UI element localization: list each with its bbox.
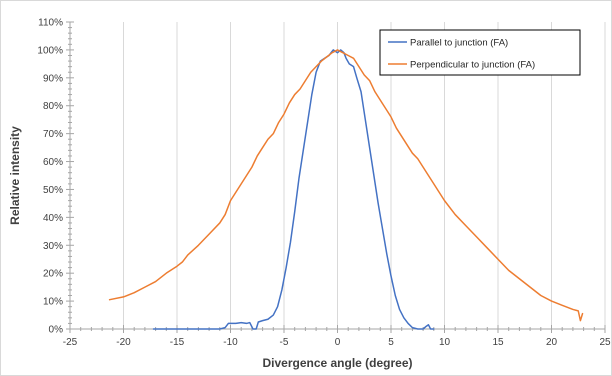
y-tick-label: 90% — [43, 73, 63, 84]
y-tick-label: 0% — [49, 325, 64, 336]
y-axis-title: Relative intensity — [8, 126, 22, 225]
x-tick-label: 25 — [599, 337, 611, 348]
x-tick-label: -10 — [223, 337, 238, 348]
legend-label-parallel: Parallel to junction (FA) — [410, 38, 508, 49]
y-tick-label: 40% — [43, 213, 63, 224]
x-tick-label: 20 — [546, 337, 558, 348]
series — [108, 49, 584, 330]
y-tick-label: 30% — [43, 241, 63, 252]
y-tick-label: 80% — [43, 101, 63, 112]
y-tick-label: 110% — [38, 18, 63, 29]
series-line-parallel — [152, 49, 435, 330]
x-tick-label: -15 — [170, 337, 185, 348]
tick-labels: -25 -20 -15 -10 -5 0 5 10 15 20 25 0% 10% 20% 30% 40% 50… — [37, 18, 611, 349]
y-tick-label: 50% — [43, 185, 63, 196]
legend: Parallel to junction (FA) Perpendicular … — [379, 29, 581, 76]
y-tick-label: 60% — [43, 157, 63, 168]
x-tick-label: 10 — [439, 337, 451, 348]
x-tick-label: -25 — [63, 337, 78, 348]
x-tick-label: 15 — [492, 337, 504, 348]
x-tick-label: 5 — [388, 337, 394, 348]
x-tick-label: -5 — [280, 337, 289, 348]
series-line-perpendicular — [108, 49, 584, 322]
y-tick-label: 20% — [43, 269, 63, 280]
x-tick-label: 0 — [335, 337, 341, 348]
legend-box — [379, 29, 581, 76]
y-tick-label: 100% — [37, 45, 63, 56]
y-tick-label: 10% — [43, 297, 63, 308]
x-axis-title: Divergence angle (degree) — [262, 356, 412, 370]
y-tick-label: 70% — [43, 129, 63, 140]
x-tick-label: -20 — [116, 337, 131, 348]
legend-label-perpendicular: Perpendicular to junction (FA) — [410, 60, 535, 71]
